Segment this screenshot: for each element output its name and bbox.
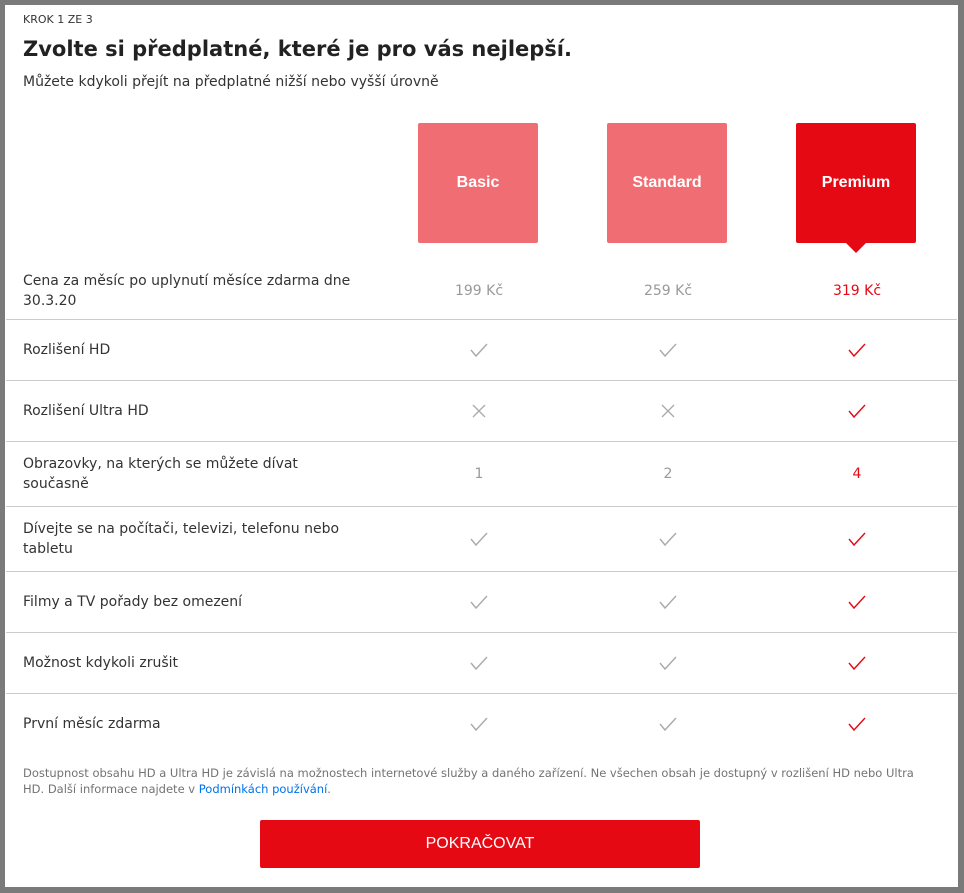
feature-row: Dívejte se na počítači, televizi, telefo… [6,507,957,572]
check-icon [797,342,917,358]
plan-standard[interactable]: Standard [607,123,727,243]
feature-row: Rozlišení Ultra HD [6,381,957,442]
check-icon [608,655,728,671]
feature-value: 199 Kč [454,282,504,299]
feature-label: Dívejte se na počítači, televizi, telefo… [23,521,340,557]
feature-label: Možnost kdykoli zrušit [23,655,178,671]
check-icon [797,594,917,610]
check-icon [608,594,728,610]
feature-value: 259 Kč [643,282,693,299]
feature-row: Filmy a TV pořady bez omezení [6,572,957,633]
check-icon [608,716,728,732]
feature-label: Rozlišení Ultra HD [23,403,149,419]
step-indicator: KROK 1 ZE 3 [23,13,93,26]
check-icon [419,594,539,610]
feature-row: Obrazovky, na kterých se můžete dívat so… [6,442,957,507]
page-subtitle: Můžete kdykoli přejít na předplatné nižš… [23,74,439,90]
feature-row: Možnost kdykoli zrušit [6,633,957,694]
plan-premium[interactable]: Premium [796,123,916,253]
check-icon [797,531,917,547]
check-icon [797,716,917,732]
plan-selection-page: KROK 1 ZE 3 Zvolte si předplatné, které … [5,5,958,887]
feature-label: První měsíc zdarma [23,716,161,732]
feature-value: 1 [474,466,484,482]
cross-icon [608,403,728,419]
feature-label: Obrazovky, na kterých se můžete dívat so… [23,456,298,492]
feature-value: 4 [852,466,862,482]
plan-basic[interactable]: Basic [418,123,538,243]
check-icon [419,531,539,547]
check-icon [608,342,728,358]
feature-label: Filmy a TV pořady bez omezení [23,594,243,610]
feature-row: Cena za měsíc po uplynutí měsíce zdarma … [6,262,957,320]
check-icon [608,531,728,547]
continue-button[interactable]: POKRAČOVAT [260,820,700,868]
feature-value: 2 [663,466,673,482]
terms-link[interactable]: Podmínkách používání [198,782,328,796]
check-icon [419,716,539,732]
check-icon [419,342,539,358]
feature-label: Cena za měsíc po uplynutí měsíce zdarma … [23,272,351,309]
check-icon [797,655,917,671]
page-title: Zvolte si předplatné, které je pro vás n… [23,37,572,61]
availability-note: Dostupnost obsahu HD a Ultra HD je závis… [23,766,914,796]
check-icon [797,403,917,419]
feature-value: 319 Kč [832,282,882,299]
feature-row: První měsíc zdarma [6,694,957,754]
feature-label: Rozlišení HD [23,342,111,358]
check-icon [419,655,539,671]
feature-row: Rozlišení HD [6,320,957,381]
cross-icon [419,403,539,419]
